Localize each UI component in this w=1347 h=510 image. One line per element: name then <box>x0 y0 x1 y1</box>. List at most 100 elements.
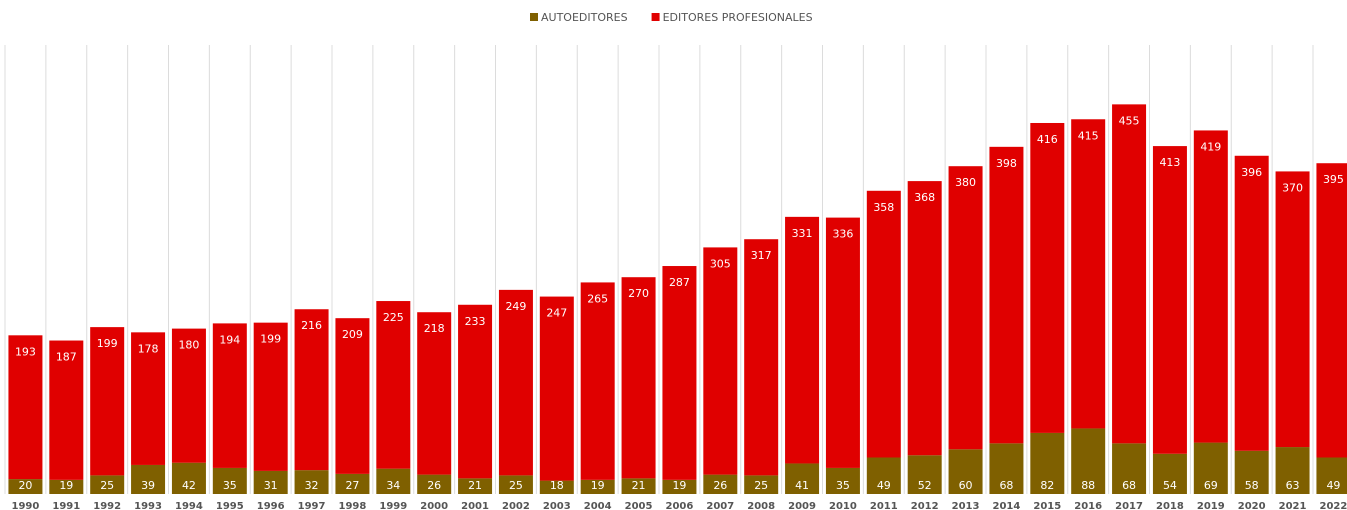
bar-segment <box>785 216 820 464</box>
data-label: 455 <box>1119 114 1140 127</box>
data-label: 370 <box>1282 181 1303 194</box>
data-label: 88 <box>1081 479 1095 492</box>
bar-segment <box>498 475 533 494</box>
bar-segment <box>621 277 656 479</box>
x-tick-label: 2009 <box>788 501 816 510</box>
data-label: 265 <box>587 292 608 305</box>
x-tick-label: 1996 <box>257 501 285 510</box>
data-label: 368 <box>914 191 935 204</box>
bar-segment <box>580 479 615 494</box>
bar-segment <box>212 467 247 494</box>
bar-segment <box>1193 442 1228 494</box>
bar-segment <box>539 480 574 494</box>
x-tick-label: 2007 <box>706 501 734 510</box>
bar-segment <box>1030 122 1065 433</box>
bar-segment <box>498 289 533 476</box>
x-tick-label: 1994 <box>175 501 203 510</box>
data-label: 358 <box>873 201 894 214</box>
data-label: 68 <box>1122 479 1136 492</box>
bar-segment <box>1316 163 1347 458</box>
bar-segment <box>1152 146 1187 454</box>
data-label: 317 <box>751 249 772 262</box>
x-tick-label: 2008 <box>747 501 775 510</box>
data-label: 41 <box>795 479 809 492</box>
data-label: 380 <box>955 176 976 189</box>
bar-segment <box>131 464 166 494</box>
data-label: 20 <box>18 479 32 492</box>
bar-segment <box>539 296 574 481</box>
data-label: 396 <box>1241 166 1262 179</box>
data-label: 60 <box>959 479 973 492</box>
bar-segment <box>744 475 779 494</box>
data-label: 63 <box>1286 479 1300 492</box>
data-label: 194 <box>219 333 240 346</box>
bar-segment <box>253 322 288 471</box>
data-label: 398 <box>996 157 1017 170</box>
data-label: 52 <box>918 479 932 492</box>
data-label: 416 <box>1037 133 1058 146</box>
x-tick-label: 2022 <box>1320 501 1347 510</box>
x-tick-label: 1999 <box>379 501 407 510</box>
data-label: 34 <box>386 479 400 492</box>
bar-segment <box>1152 453 1187 494</box>
data-label: 233 <box>465 315 486 328</box>
data-label: 19 <box>59 479 73 492</box>
bar-segment <box>417 312 452 475</box>
data-label: 331 <box>792 227 813 240</box>
bar-segment <box>171 328 206 463</box>
bar-segment <box>417 474 452 494</box>
data-label: 199 <box>97 337 118 350</box>
x-tick-label: 2012 <box>911 501 939 510</box>
bar-segment <box>1112 443 1147 494</box>
data-label: 26 <box>427 479 441 492</box>
bar-segment <box>90 475 125 494</box>
data-label: 32 <box>305 479 319 492</box>
bar-segment <box>1193 130 1228 443</box>
x-tick-label: 1991 <box>52 501 80 510</box>
bar-segment <box>1071 119 1106 429</box>
x-tick-label: 1993 <box>134 501 162 510</box>
bar-segment <box>1275 171 1310 448</box>
x-tick-label: 2013 <box>952 501 980 510</box>
data-label: 54 <box>1163 479 1177 492</box>
bar-segment <box>376 468 411 494</box>
bar-segment <box>703 247 738 475</box>
x-tick-label: 2001 <box>461 501 489 510</box>
x-tick-label: 2020 <box>1238 501 1266 510</box>
data-label: 193 <box>15 345 36 358</box>
data-label: 225 <box>383 311 404 324</box>
bar-segment <box>621 478 656 494</box>
bar-segment <box>253 470 288 494</box>
data-label: 35 <box>223 479 237 492</box>
legend-swatch <box>651 13 660 21</box>
x-tick-label: 1995 <box>216 501 244 510</box>
legend-label: EDITORES PROFESIONALES <box>663 11 813 24</box>
data-label: 395 <box>1323 173 1344 186</box>
data-label: 247 <box>546 307 567 320</box>
data-label: 82 <box>1040 479 1054 492</box>
x-tick-label: 2010 <box>829 501 857 510</box>
bar-segment <box>1030 432 1065 494</box>
x-tick-label: 1998 <box>339 501 367 510</box>
bar-segment <box>989 146 1024 444</box>
bar-segment <box>825 217 860 468</box>
bar-segment <box>703 474 738 494</box>
bar-segment <box>131 332 166 465</box>
bar-segment <box>907 455 942 494</box>
data-label: 68 <box>999 479 1013 492</box>
data-label: 19 <box>672 479 686 492</box>
bar-segment <box>744 239 779 476</box>
data-label: 21 <box>468 479 482 492</box>
bar-segment <box>335 318 370 474</box>
data-label: 21 <box>632 479 646 492</box>
bar-segment <box>1112 104 1147 444</box>
data-label: 218 <box>424 322 445 335</box>
x-tick-label: 2017 <box>1115 501 1143 510</box>
data-label: 26 <box>713 479 727 492</box>
data-label: 49 <box>1326 479 1340 492</box>
data-label: 209 <box>342 328 363 341</box>
x-tick-label: 1992 <box>93 501 121 510</box>
bar-segment <box>1316 457 1347 494</box>
x-tick-label: 2019 <box>1197 501 1225 510</box>
